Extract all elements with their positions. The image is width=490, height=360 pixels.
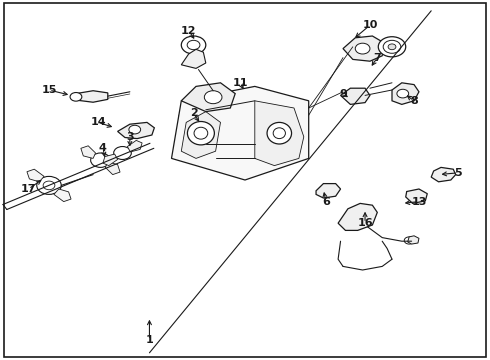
Circle shape bbox=[181, 36, 206, 54]
Text: 1: 1 bbox=[146, 335, 153, 345]
Ellipse shape bbox=[187, 122, 214, 145]
Circle shape bbox=[383, 40, 401, 53]
Polygon shape bbox=[181, 49, 206, 68]
Polygon shape bbox=[103, 154, 118, 166]
Circle shape bbox=[355, 43, 370, 54]
Polygon shape bbox=[179, 113, 191, 121]
Circle shape bbox=[404, 237, 414, 244]
Polygon shape bbox=[127, 140, 142, 152]
Circle shape bbox=[114, 147, 131, 159]
Polygon shape bbox=[408, 236, 419, 244]
Circle shape bbox=[70, 93, 82, 101]
Polygon shape bbox=[431, 167, 456, 182]
Text: 11: 11 bbox=[232, 78, 248, 88]
Ellipse shape bbox=[205, 112, 217, 116]
Polygon shape bbox=[191, 104, 230, 124]
Ellipse shape bbox=[267, 122, 292, 144]
Text: 17: 17 bbox=[21, 184, 36, 194]
Polygon shape bbox=[118, 122, 154, 139]
Circle shape bbox=[378, 37, 406, 57]
Text: 2: 2 bbox=[190, 108, 197, 118]
Circle shape bbox=[129, 125, 141, 134]
Polygon shape bbox=[172, 86, 309, 180]
Polygon shape bbox=[105, 162, 120, 175]
Text: 14: 14 bbox=[90, 117, 106, 127]
Polygon shape bbox=[406, 189, 427, 203]
Text: 12: 12 bbox=[181, 26, 196, 36]
Text: 7: 7 bbox=[373, 53, 381, 63]
Circle shape bbox=[37, 176, 61, 194]
Polygon shape bbox=[338, 203, 377, 230]
Text: 4: 4 bbox=[99, 143, 107, 153]
Polygon shape bbox=[181, 112, 221, 158]
Text: 15: 15 bbox=[41, 85, 57, 95]
Polygon shape bbox=[76, 91, 108, 102]
Text: 3: 3 bbox=[126, 132, 134, 142]
Ellipse shape bbox=[194, 127, 208, 139]
Polygon shape bbox=[54, 189, 71, 202]
Text: 8: 8 bbox=[410, 96, 418, 106]
Text: 5: 5 bbox=[454, 168, 462, 178]
Polygon shape bbox=[392, 83, 419, 104]
Text: 10: 10 bbox=[362, 20, 378, 30]
Circle shape bbox=[187, 40, 200, 50]
Polygon shape bbox=[255, 101, 304, 166]
Circle shape bbox=[207, 111, 215, 117]
Circle shape bbox=[43, 181, 55, 190]
Text: 6: 6 bbox=[322, 197, 330, 207]
Circle shape bbox=[397, 89, 409, 98]
Ellipse shape bbox=[273, 128, 285, 139]
Circle shape bbox=[388, 44, 396, 50]
Polygon shape bbox=[316, 184, 341, 198]
Polygon shape bbox=[81, 146, 96, 158]
Polygon shape bbox=[27, 169, 44, 182]
Text: 9: 9 bbox=[339, 89, 347, 99]
Circle shape bbox=[91, 153, 110, 167]
Text: 16: 16 bbox=[357, 218, 373, 228]
Circle shape bbox=[204, 91, 222, 104]
Polygon shape bbox=[181, 83, 235, 112]
Polygon shape bbox=[341, 88, 370, 104]
Text: 13: 13 bbox=[411, 197, 427, 207]
Polygon shape bbox=[343, 36, 385, 61]
